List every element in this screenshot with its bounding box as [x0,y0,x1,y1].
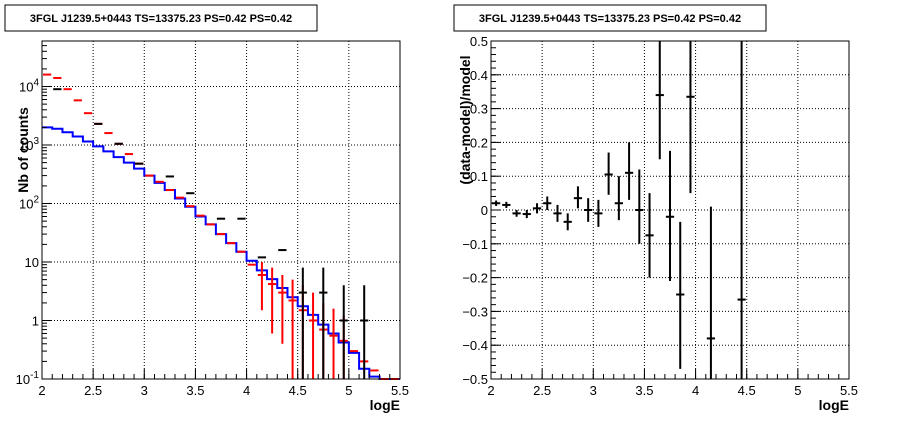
counts-x-tick-label: 5.5 [391,383,409,398]
residual-y-tick-label: 0.5 [470,34,488,49]
counts-x-tick-label: 2 [38,383,45,398]
counts-y-tick-label: 1 [32,314,39,329]
residual-y-tick-label: 0.2 [470,135,488,150]
residual-title: 3FGL J1239.5+0443 TS=13375.23 PS=0.42 PS… [479,13,741,25]
counts-plot-frame [41,40,401,380]
counts-title-box: 3FGL J1239.5+0443 TS=13375.23 PS=0.42 PS… [4,4,318,32]
residual-panel: 2 2.5 3 3.5 4 4.5 5 5.5 −0.5 −0.4 −0.3 −0.2 −0.1 0 0.1… [453,4,858,413]
counts-series [42,73,400,380]
residual-y-tick-label: 0 [481,203,488,218]
counts-x-tick-label: 4 [243,383,250,398]
counts-y-tick-label: 10-1 [16,370,40,387]
counts-x-tick-label: 5 [345,383,352,398]
residual-title-box: 3FGL J1239.5+0443 TS=13375.23 PS=0.42 PS… [453,4,767,32]
counts-x-tick-label: 2.5 [84,383,102,398]
residual-y-tick-label: 0.4 [470,68,488,83]
counts-x-tick-label: 4.5 [289,383,307,398]
counts-x-tick-label: 3.5 [186,383,204,398]
residual-x-axis-title: logE [819,397,849,413]
counts-model-step-line [42,126,400,380]
counts-y-tick-label: 102 [19,195,39,212]
residual-y-tick-label: 0.3 [470,102,488,117]
residual-y-tick-label: −0.2 [462,271,488,286]
counts-y-tick-label: 103 [19,136,39,153]
residual-x-tick-label: 3.5 [635,383,653,398]
residual-x-tick-label: 4.5 [738,383,756,398]
residual-y-axis-title: (data-model)/model [457,55,473,184]
counts-x-axis-title: logE [370,397,400,413]
residual-grid [491,41,849,379]
counts-title: 3FGL J1239.5+0443 TS=13375.23 PS=0.42 PS… [30,13,292,25]
residual-x-tick-label: 4 [692,383,699,398]
residual-x-tick-label: 5 [794,383,801,398]
counts-y-tick-label: 10 [25,255,39,270]
counts-x-tick-label: 3 [141,383,148,398]
residual-series [492,41,746,379]
residual-y-tick-label: −0.4 [462,338,488,353]
residual-x-tick-label: 3 [590,383,597,398]
counts-y-axis-title: Nb of counts [15,107,31,193]
residual-x-tick-label: 2.5 [533,383,551,398]
counts-panel: 2 2.5 3 3.5 4 4.5 5 5.5 10-1 1 10 102 103 104 3FGL J1… [4,4,409,413]
counts-y-tick-label: 104 [19,78,39,95]
residual-y-tick-label: −0.1 [462,237,488,252]
residual-y-tick-label: −0.3 [462,304,488,319]
residual-y-tick-label: −0.5 [462,372,488,387]
residual-ticks: 2 2.5 3 3.5 4 4.5 5 5.5 −0.5 −0.4 −0.3 −0.2 −0.1 0 0.1… [462,34,858,398]
counts-ticks: 2 2.5 3 3.5 4 4.5 5 5.5 10-1 1 10 102 103 104 [16,40,409,398]
residual-x-tick-label: 5.5 [840,383,858,398]
residual-y-tick-label: 0.1 [470,169,488,184]
residual-x-tick-label: 2 [487,383,494,398]
